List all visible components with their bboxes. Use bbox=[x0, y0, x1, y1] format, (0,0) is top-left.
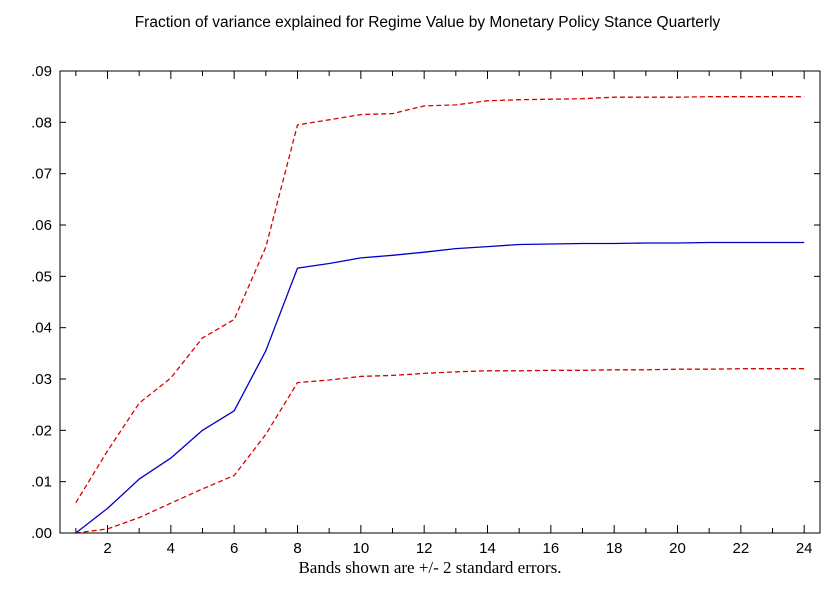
y-tick-label: .02 bbox=[31, 422, 52, 439]
y-tick-label: .04 bbox=[31, 320, 52, 337]
x-tick-label: 14 bbox=[479, 540, 496, 557]
y-tick-label: .00 bbox=[31, 525, 52, 542]
y-tick-label: .01 bbox=[31, 474, 52, 491]
chart-note: Bands shown are +/- 2 standard errors. bbox=[298, 558, 561, 577]
x-tick-label: 6 bbox=[230, 540, 238, 557]
series-line-lower-band bbox=[75, 368, 805, 534]
chart-title: Fraction of variance explained for Regim… bbox=[134, 14, 721, 31]
y-tick-label: .07 bbox=[31, 166, 52, 183]
x-tick-label: 4 bbox=[167, 540, 175, 557]
y-tick-label: .09 bbox=[31, 63, 52, 80]
series-layer bbox=[75, 96, 805, 534]
series-line-upper-band bbox=[75, 96, 805, 504]
x-tick-label: 2 bbox=[103, 540, 111, 557]
x-axis-ticks: 2 4 6 8 10 12 14 16 18 20 22 24 bbox=[75, 71, 813, 557]
x-tick-label: 16 bbox=[542, 540, 559, 557]
y-tick-label: .08 bbox=[31, 114, 52, 131]
y-axis-ticks: .00 .01 .02 .03 .04 .05 .06 .07 .08 .09 bbox=[31, 63, 820, 542]
x-tick-label: 20 bbox=[669, 540, 686, 557]
series-line-estimate bbox=[75, 241, 805, 534]
x-tick-label: 8 bbox=[293, 540, 301, 557]
y-tick-label: .06 bbox=[31, 217, 52, 234]
x-tick-label: 10 bbox=[352, 540, 369, 557]
x-tick-label: 22 bbox=[732, 540, 749, 557]
x-tick-label: 24 bbox=[796, 540, 813, 557]
plot-frame bbox=[59, 70, 821, 534]
x-tick-label: 18 bbox=[606, 540, 623, 557]
y-tick-label: .05 bbox=[31, 268, 52, 285]
x-tick-label: 12 bbox=[416, 540, 433, 557]
y-tick-label: .03 bbox=[31, 371, 52, 388]
